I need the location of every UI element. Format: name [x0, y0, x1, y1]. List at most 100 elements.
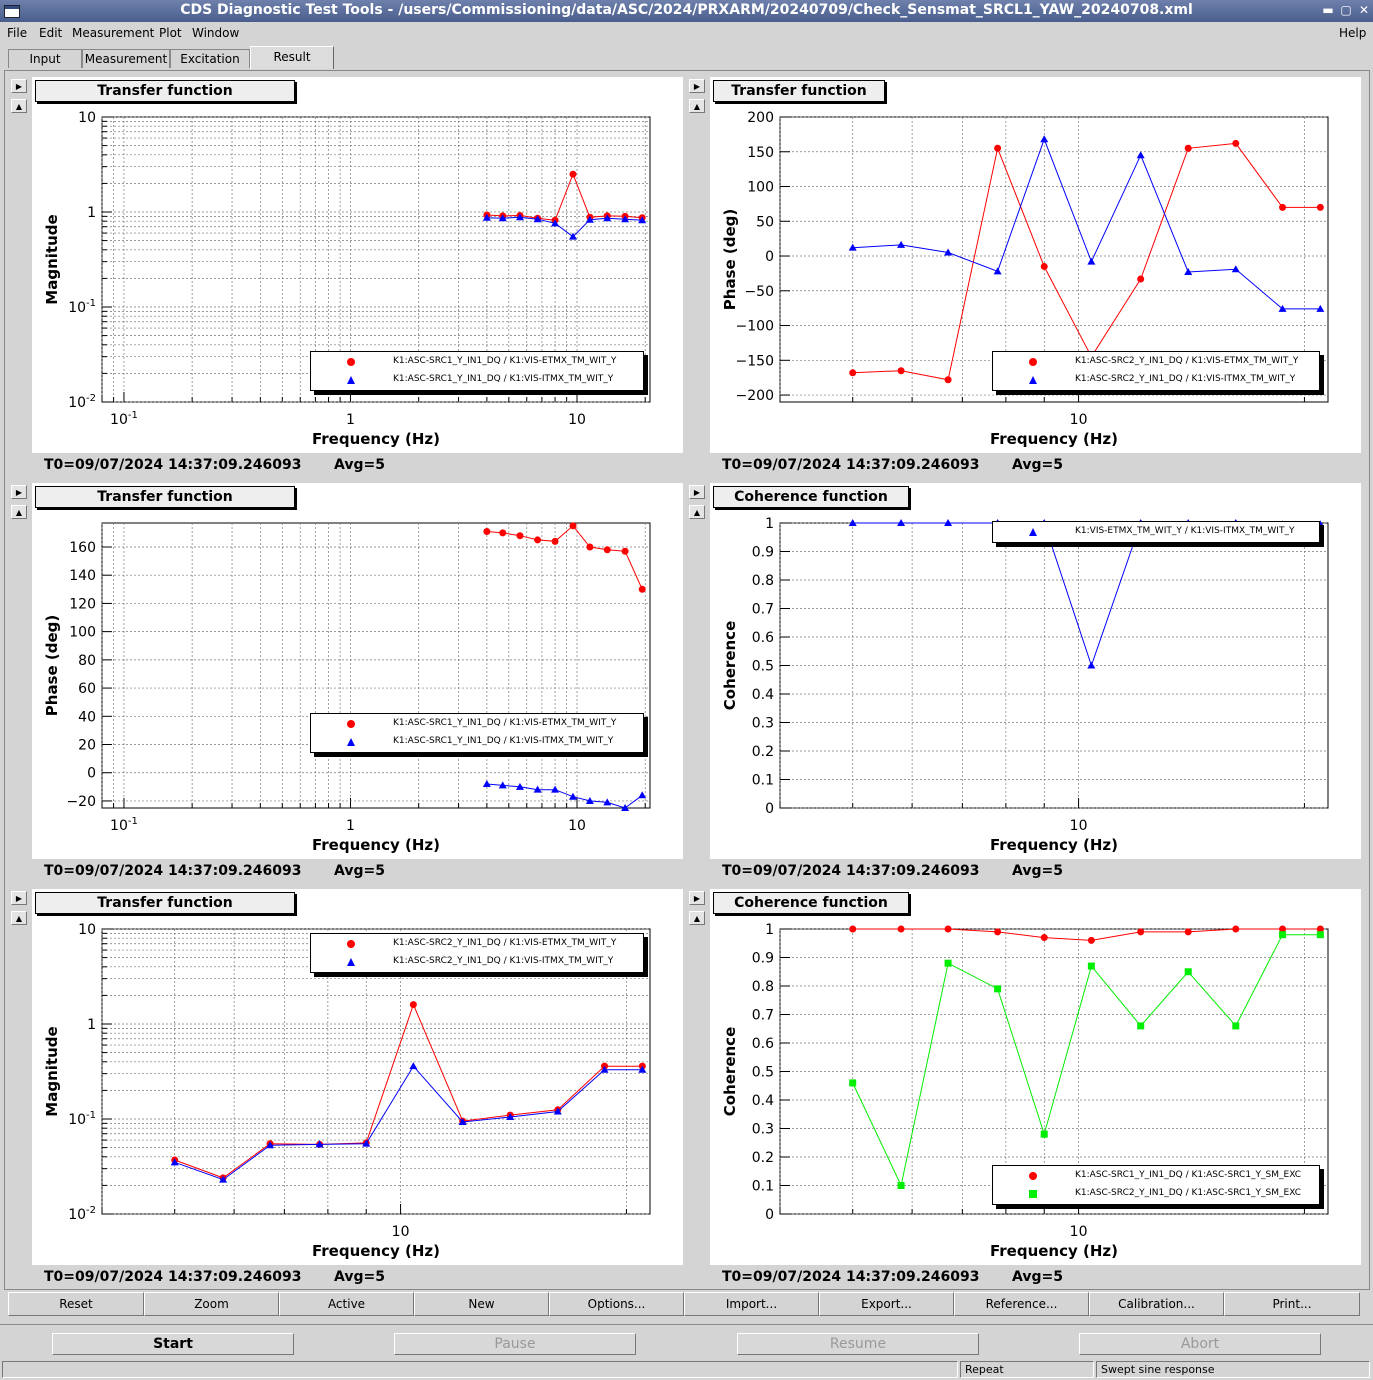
y-tick-label: 0.3	[752, 1122, 774, 1138]
tab-measurement[interactable]: Measurement	[82, 49, 170, 68]
pad-title: Transfer function	[35, 80, 295, 102]
tab-result[interactable]: Result	[250, 46, 334, 69]
pad-up-arrow-icon[interactable]: ▲	[689, 911, 705, 925]
plot-canvas[interactable]: 1 0.9 0.8 0.7 0.6 0.5 0.4 0.3 0.2 0.1 0 10 Frequency…	[710, 483, 1361, 859]
y-tick-label: 0.7	[752, 1008, 774, 1024]
data-point	[569, 522, 577, 530]
data-point	[458, 1117, 467, 1125]
legend-entry: K1:ASC-SRC1_Y_IN1_DQ / K1:ASC-SRC1_Y_SM_…	[993, 1167, 1319, 1185]
pad-next-arrow-icon[interactable]: ▶	[689, 891, 705, 905]
y-tick-label: 100	[747, 180, 774, 196]
minimize-icon[interactable]: ▬	[1322, 3, 1334, 17]
pad-title: Coherence function	[713, 486, 909, 508]
data-point	[638, 1065, 647, 1073]
data-point	[1184, 928, 1192, 936]
t0-label: T0=09/07/2024 14:37:09.246093	[44, 457, 302, 473]
pad-up-arrow-icon[interactable]: ▲	[11, 911, 27, 925]
window-menu-icon[interactable]	[4, 5, 20, 18]
pad-up-arrow-icon[interactable]: ▲	[689, 505, 705, 519]
legend-label: K1:ASC-SRC1_Y_IN1_DQ / K1:VIS-ITMX_TM_WI…	[393, 736, 614, 746]
plot-canvas[interactable]: 1 0.9 0.8 0.7 0.6 0.5 0.4 0.3 0.2 0.1 0 10 Frequency…	[710, 889, 1361, 1265]
pause-button[interactable]: Pause	[394, 1333, 636, 1355]
print-button[interactable]: Print...	[1224, 1292, 1360, 1316]
data-point	[621, 215, 630, 223]
status-bar: Repeat Swept sine response	[0, 1360, 1373, 1380]
series-line	[486, 783, 643, 809]
pad-next-arrow-icon[interactable]: ▶	[689, 79, 705, 93]
pad-up-arrow-icon[interactable]: ▲	[689, 99, 705, 113]
data-point	[516, 532, 524, 540]
t0-label: T0=09/07/2024 14:37:09.246093	[44, 863, 302, 879]
x-tick-label: 10	[1070, 1224, 1088, 1240]
pad-next-arrow-icon[interactable]: ▶	[11, 485, 27, 499]
menu-measurement[interactable]: Measurement	[72, 26, 155, 40]
pad-status: T0=09/07/2024 14:37:09.246093 Avg=5	[32, 1267, 683, 1287]
options-button[interactable]: Options...	[549, 1292, 684, 1316]
plot-pad[interactable]: Transfer function 200 150 100 50 0 −50 −100 −150…	[710, 77, 1361, 453]
plot-pad[interactable]: Coherence function 1 0.9 0.8 0.7 0.6 0.5 0.4 0.3…	[710, 889, 1361, 1265]
data-point	[897, 240, 906, 248]
resume-button[interactable]: Resume	[737, 1333, 979, 1355]
pad-next-arrow-icon[interactable]: ▶	[11, 891, 27, 905]
plot-pad[interactable]: Transfer function 10 1 10-1 10-2 10 Frequency …	[32, 889, 683, 1265]
reference-button[interactable]: Reference...	[954, 1292, 1089, 1316]
menu-plot[interactable]: Plot	[159, 26, 182, 40]
y-tick-label: 0.6	[752, 630, 774, 646]
legend-entry: K1:ASC-SRC1_Y_IN1_DQ / K1:VIS-ITMX_TM_WI…	[311, 371, 643, 389]
pad-up-arrow-icon[interactable]: ▲	[11, 505, 27, 519]
data-point	[897, 367, 905, 375]
plot-canvas[interactable]: 200 150 100 50 0 −50 −100 −150 −200 10 Frequency (…	[710, 77, 1361, 453]
y-tick-label: 0.2	[752, 744, 774, 760]
start-button[interactable]: Start	[52, 1333, 294, 1355]
data-point	[315, 1140, 324, 1148]
maximize-icon[interactable]: ▢	[1340, 3, 1352, 17]
data-point	[1278, 304, 1287, 312]
pad-up-arrow-icon[interactable]: ▲	[11, 99, 27, 113]
active-button[interactable]: Active	[279, 1292, 414, 1316]
y-tick-label: 100	[69, 625, 96, 641]
pad-status: T0=09/07/2024 14:37:09.246093 Avg=5	[32, 455, 683, 475]
y-tick-label: 0.5	[752, 659, 774, 675]
data-point	[993, 267, 1002, 275]
plot-legend: K1:ASC-SRC1_Y_IN1_DQ / K1:VIS-ETMX_TM_WI…	[310, 351, 644, 391]
data-point	[1279, 931, 1287, 939]
legend-entry: K1:ASC-SRC2_Y_IN1_DQ / K1:ASC-SRC1_Y_SM_…	[993, 1185, 1319, 1203]
x-tick-label: 1	[346, 412, 355, 428]
menu-help[interactable]: Help	[1339, 26, 1367, 40]
y-tick-label: 0.5	[752, 1065, 774, 1081]
menu-file[interactable]: File	[7, 26, 28, 40]
close-icon[interactable]: ✕	[1358, 3, 1370, 17]
plot-canvas[interactable]: 10 1 10-1 10-2 10-1 1 10 Frequency (Hz) Magnitud…	[32, 77, 683, 453]
calibration-button[interactable]: Calibration...	[1089, 1292, 1224, 1316]
export-button[interactable]: Export...	[819, 1292, 954, 1316]
y-tick-label: 10-2	[68, 393, 96, 411]
pad-next-arrow-icon[interactable]: ▶	[11, 79, 27, 93]
y-tick-label: 0.1	[752, 773, 774, 789]
y-tick-label: 0	[765, 801, 774, 817]
legend-label: K1:ASC-SRC1_Y_IN1_DQ / K1:VIS-ETMX_TM_WI…	[393, 718, 617, 728]
abort-button[interactable]: Abort	[1079, 1333, 1321, 1355]
menu-window[interactable]: Window	[192, 26, 240, 40]
avg-label: Avg=5	[334, 1269, 385, 1285]
plot-legend: K1:ASC-SRC2_Y_IN1_DQ / K1:VIS-ETMX_TM_WI…	[310, 933, 644, 973]
legend-entry: K1:VIS-ETMX_TM_WIT_Y / K1:VIS-ITMX_TM_WI…	[993, 523, 1319, 541]
plot-canvas[interactable]: 160 140 120 100 80 60 40 20 0 −20 10-1 1 10 Frequency…	[32, 483, 683, 859]
plot-pad[interactable]: Coherence function 1 0.9 0.8 0.7 0.6 0.5 0.4 0.3…	[710, 483, 1361, 859]
circle-marker-icon	[1029, 358, 1037, 366]
reset-button[interactable]: Reset	[8, 1292, 144, 1316]
y-tick-label: 50	[756, 214, 774, 230]
plot-pad[interactable]: Transfer function 10 1 10-1 10-2 10-1 1 10 Frequ…	[32, 77, 683, 453]
status-mode: Swept sine response	[1096, 1361, 1370, 1378]
pad-next-arrow-icon[interactable]: ▶	[689, 485, 705, 499]
pad-title: Transfer function	[35, 486, 295, 508]
menu-edit[interactable]: Edit	[39, 26, 63, 40]
plot-pad[interactable]: Transfer function 160 140 120 100 80 60 40 20 0 −2…	[32, 483, 683, 859]
zoom-button[interactable]: Zoom	[144, 1292, 279, 1316]
tab-bar: Input Measurement Excitation Result	[0, 46, 1373, 70]
tab-excitation[interactable]: Excitation	[170, 49, 250, 68]
legend-entry: K1:ASC-SRC2_Y_IN1_DQ / K1:VIS-ETMX_TM_WI…	[993, 353, 1319, 371]
import-button[interactable]: Import...	[684, 1292, 819, 1316]
tab-input[interactable]: Input	[8, 49, 82, 68]
new-button[interactable]: New	[414, 1292, 549, 1316]
data-point	[568, 792, 577, 800]
